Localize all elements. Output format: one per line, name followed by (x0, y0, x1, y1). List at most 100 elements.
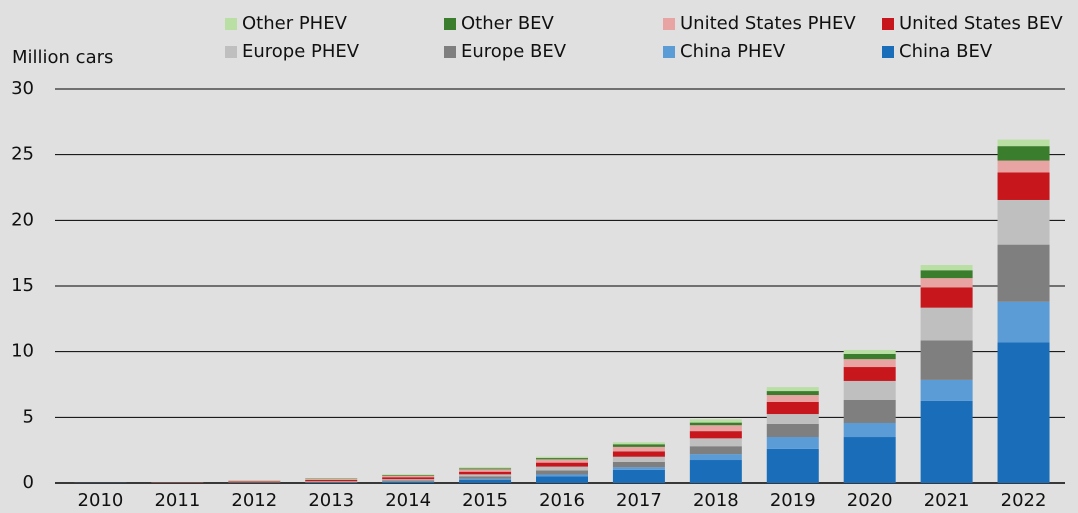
bar-segment (689, 422, 742, 426)
legend-swatch (663, 46, 675, 58)
legend-label: China BEV (899, 41, 993, 62)
bar-segment (536, 456, 588, 459)
bar-segment (920, 307, 973, 341)
bar-segment (382, 480, 435, 482)
legend-swatch (444, 46, 456, 58)
bar-segment (382, 481, 435, 483)
y-tick-label: 20 (11, 209, 34, 230)
x-tick-label: 2020 (847, 490, 893, 511)
bar-segment (382, 479, 435, 481)
bar-segment (997, 244, 1050, 302)
bar-segment (843, 437, 896, 483)
legend-label: United States PHEV (680, 13, 856, 34)
bar-segment (843, 367, 896, 381)
bar-segment (766, 437, 819, 449)
x-tick-label: 2013 (308, 490, 354, 511)
x-tick-label: 2012 (231, 490, 277, 511)
bar-segment (843, 349, 896, 354)
bar-segment (305, 481, 358, 483)
bar-segment (382, 474, 435, 475)
bar-segment (459, 468, 512, 470)
x-tick-label: 2015 (462, 490, 508, 511)
bar-segment (612, 456, 665, 462)
bar-segment (382, 474, 435, 476)
bar-segment (305, 479, 358, 482)
bar-segment (459, 476, 512, 479)
x-tick-label: 2016 (539, 490, 585, 511)
bar-segment (382, 477, 435, 480)
bar-segment (536, 458, 588, 460)
bar-segment (612, 446, 665, 452)
bar-segment (689, 446, 742, 455)
bar-segment (228, 481, 281, 482)
bar-segment (536, 462, 588, 467)
bar-segment (459, 479, 512, 483)
legend-label: Other BEV (461, 13, 555, 34)
bar-segment (766, 387, 819, 392)
bar-segment (920, 264, 973, 271)
x-tick-label: 2019 (770, 490, 816, 511)
bar-segment (536, 466, 588, 471)
bar-segment (997, 172, 1050, 200)
bar-segment (612, 442, 665, 445)
x-tick-label: 2021 (924, 490, 970, 511)
bar-segment (305, 478, 358, 480)
bar-segment (536, 459, 588, 463)
x-tick-label: 2011 (154, 490, 200, 511)
legend-label: United States BEV (899, 13, 1063, 34)
legend-swatch (225, 46, 237, 58)
bar-segment (536, 470, 588, 475)
bar-segment (689, 438, 742, 447)
x-tick-label: 2018 (693, 490, 739, 511)
bar-segment (459, 467, 512, 469)
bar-segment (459, 469, 512, 472)
bar-segment (766, 395, 819, 402)
y-tick-label: 10 (11, 341, 34, 362)
x-tick-label: 2017 (616, 490, 662, 511)
bar-segment (920, 270, 973, 279)
bar-segment (843, 359, 896, 368)
bar-segment (766, 448, 819, 483)
bar-segment (766, 423, 819, 438)
legend-label: China PHEV (680, 41, 786, 62)
bar-segment (305, 481, 358, 482)
legend-swatch (882, 46, 894, 58)
bar-segment (997, 139, 1050, 147)
x-tick-label: 2014 (385, 490, 431, 511)
bar-segment (843, 399, 896, 423)
bar-segment (689, 460, 742, 483)
legend-swatch (663, 18, 675, 30)
bar-segment (997, 160, 1050, 173)
y-tick-label: 0 (23, 472, 34, 493)
legend-label: Other PHEV (242, 13, 348, 34)
bar-segment (920, 400, 973, 483)
bar-segment (843, 380, 896, 400)
y-tick-label: 30 (11, 78, 34, 99)
bar-segment (997, 146, 1050, 161)
bar-segment (459, 478, 512, 480)
bar-segment (382, 475, 435, 478)
bar-segment (689, 431, 742, 439)
bar-segment (997, 199, 1050, 245)
bar-segment (920, 287, 973, 308)
bar-segment (459, 474, 512, 477)
legend-swatch (225, 18, 237, 30)
bar-segment (843, 353, 896, 360)
x-tick-label: 2010 (78, 490, 124, 511)
legend-swatch (882, 18, 894, 30)
legend-label: Europe BEV (461, 41, 567, 62)
bar-segment (689, 454, 742, 461)
y-tick-label: 5 (23, 406, 34, 427)
bar-segment (766, 391, 819, 396)
bar-segment (843, 422, 896, 438)
bar-segment (459, 471, 512, 475)
x-tick-label: 2022 (1001, 490, 1047, 511)
bar-segment (920, 278, 973, 288)
bar-segment (766, 401, 819, 415)
bar-segment (612, 444, 665, 447)
bar-segment (997, 301, 1050, 343)
bar-segment (612, 451, 665, 457)
bar-segment (228, 481, 281, 483)
